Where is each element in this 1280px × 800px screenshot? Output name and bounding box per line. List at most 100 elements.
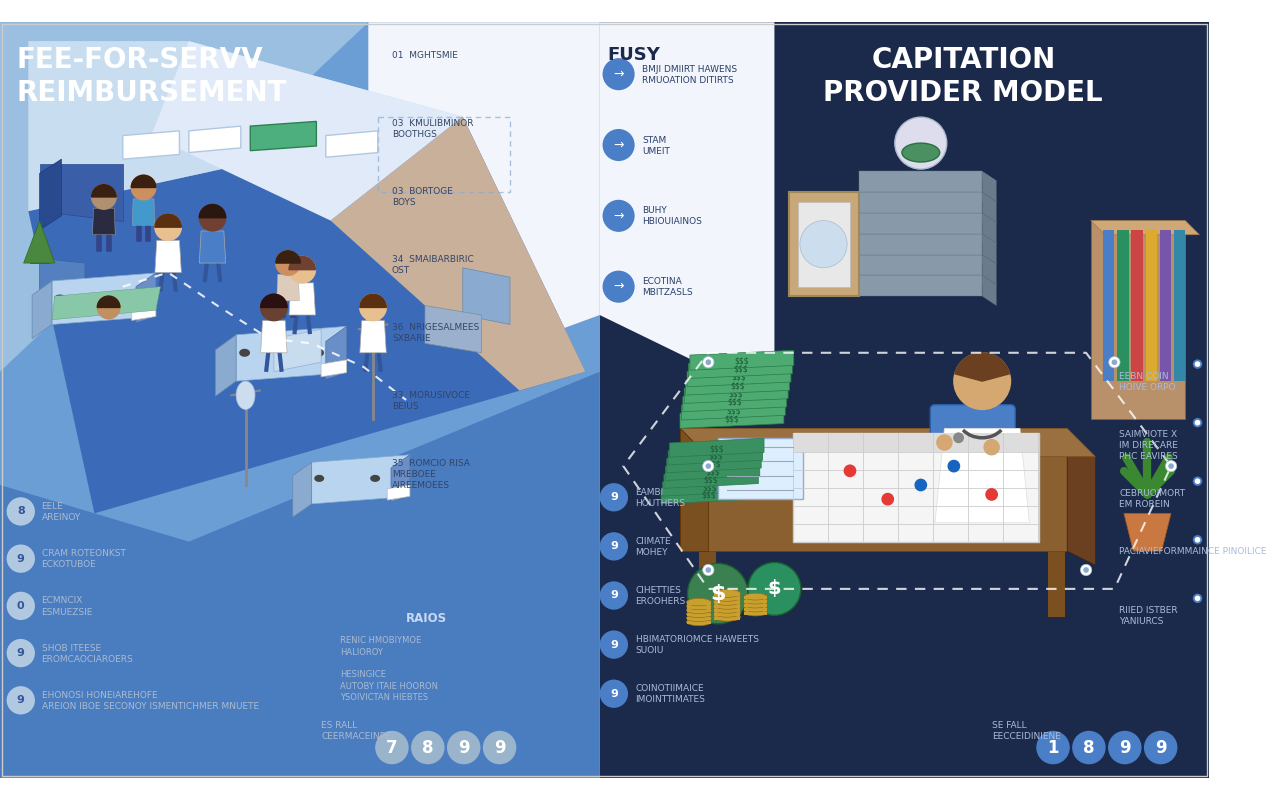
Ellipse shape (744, 605, 767, 612)
Ellipse shape (314, 350, 324, 356)
Text: FUSY: FUSY (607, 46, 660, 64)
Circle shape (275, 250, 301, 275)
Text: 9: 9 (458, 738, 470, 757)
Polygon shape (982, 192, 996, 222)
Polygon shape (330, 117, 585, 390)
Text: PACIAVIEFORMMAINCE PINOILICE: PACIAVIEFORMMAINCE PINOILICE (1119, 547, 1267, 556)
Ellipse shape (714, 614, 740, 621)
FancyBboxPatch shape (714, 602, 740, 604)
Polygon shape (311, 454, 410, 504)
Ellipse shape (744, 597, 767, 604)
Circle shape (800, 221, 847, 268)
Polygon shape (680, 428, 1096, 457)
Polygon shape (982, 234, 996, 264)
FancyBboxPatch shape (699, 551, 716, 618)
Polygon shape (236, 326, 347, 381)
Wedge shape (261, 294, 287, 307)
Polygon shape (680, 409, 783, 428)
Text: ECOTINA
MBITZASLS: ECOTINA MBITZASLS (643, 278, 692, 298)
Ellipse shape (714, 606, 740, 614)
FancyBboxPatch shape (714, 594, 740, 596)
Polygon shape (251, 122, 316, 150)
Circle shape (705, 359, 712, 365)
Ellipse shape (55, 295, 65, 301)
Text: $: $ (710, 584, 726, 604)
Polygon shape (859, 192, 996, 202)
Text: $$$: $$$ (728, 390, 744, 398)
Circle shape (603, 58, 635, 90)
Circle shape (1080, 564, 1092, 576)
Polygon shape (40, 164, 123, 221)
Polygon shape (390, 454, 410, 502)
Polygon shape (1146, 230, 1157, 381)
Text: RAIOS: RAIOS (406, 613, 447, 626)
Polygon shape (132, 304, 156, 321)
Polygon shape (685, 383, 788, 403)
Polygon shape (859, 254, 996, 264)
Ellipse shape (714, 590, 740, 598)
Text: $$$: $$$ (726, 406, 741, 415)
Circle shape (954, 433, 964, 442)
Polygon shape (388, 485, 410, 500)
Text: $$$: $$$ (708, 452, 723, 461)
Ellipse shape (744, 609, 767, 616)
Text: →: → (613, 210, 623, 222)
FancyBboxPatch shape (714, 610, 740, 612)
Polygon shape (680, 428, 708, 551)
Text: 1: 1 (1047, 738, 1059, 757)
Circle shape (1073, 731, 1105, 763)
Polygon shape (215, 335, 236, 396)
Circle shape (1037, 731, 1069, 763)
Polygon shape (664, 470, 758, 488)
Polygon shape (123, 131, 179, 159)
Text: 8: 8 (1083, 738, 1094, 757)
Polygon shape (0, 22, 600, 778)
Wedge shape (132, 175, 156, 187)
Polygon shape (289, 283, 315, 315)
Circle shape (1193, 359, 1202, 369)
Polygon shape (32, 281, 52, 338)
Text: EAMBI
HOUTHERS: EAMBI HOUTHERS (636, 488, 686, 508)
FancyBboxPatch shape (686, 610, 712, 613)
Text: 8: 8 (17, 506, 24, 517)
Text: 9: 9 (1155, 738, 1166, 757)
Text: EELE
AREINOY: EELE AREINOY (41, 502, 81, 522)
Ellipse shape (686, 602, 712, 610)
Ellipse shape (686, 614, 712, 622)
Polygon shape (660, 485, 755, 504)
Wedge shape (155, 214, 182, 227)
Polygon shape (859, 192, 982, 213)
Circle shape (484, 731, 516, 763)
Wedge shape (275, 250, 301, 263)
Circle shape (1194, 595, 1201, 601)
Wedge shape (97, 296, 120, 307)
Text: 36  NRIGESALMEES
SXBARIE: 36 NRIGESALMEES SXBARIE (392, 322, 479, 342)
Polygon shape (681, 400, 786, 420)
Ellipse shape (236, 381, 255, 410)
Polygon shape (794, 433, 1039, 452)
Text: $$$: $$$ (709, 444, 724, 453)
FancyBboxPatch shape (744, 596, 767, 599)
Text: →: → (613, 138, 623, 151)
Text: CEBRUOIMORT
EM ROREIN: CEBRUOIMORT EM ROREIN (1119, 489, 1185, 509)
Text: COINOTIIMAICE
IMOINTTIMATES: COINOTIIMAICE IMOINTTIMATES (636, 684, 705, 704)
Circle shape (1144, 731, 1176, 763)
Text: $$$: $$$ (724, 414, 740, 423)
Text: ECMNCIX
ESMUEZSIE: ECMNCIX ESMUEZSIE (41, 597, 93, 617)
Text: $$$: $$$ (703, 483, 717, 492)
Polygon shape (859, 213, 996, 222)
Ellipse shape (714, 610, 740, 618)
Text: 7: 7 (387, 738, 398, 757)
Circle shape (705, 567, 712, 573)
Text: →: → (613, 68, 623, 81)
Polygon shape (132, 199, 155, 226)
Wedge shape (200, 205, 225, 218)
Circle shape (1108, 731, 1140, 763)
Polygon shape (200, 231, 225, 263)
Polygon shape (680, 428, 1068, 551)
Circle shape (92, 185, 116, 210)
Ellipse shape (119, 295, 129, 301)
Circle shape (6, 545, 35, 573)
Polygon shape (682, 392, 787, 412)
Text: 03  BORTOGE
BOYS: 03 BORTOGE BOYS (392, 186, 453, 206)
